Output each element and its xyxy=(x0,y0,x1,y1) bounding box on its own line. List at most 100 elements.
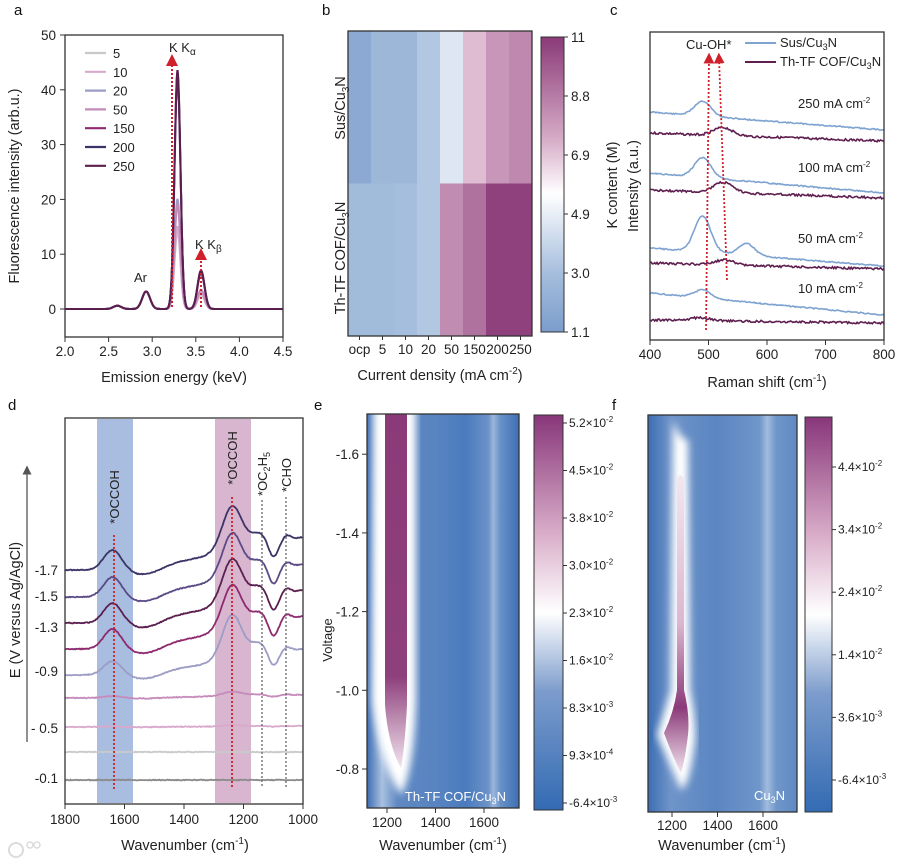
series-line-sus-3 xyxy=(650,288,884,316)
current-label-base: 10 mA cm xyxy=(798,281,856,296)
heatmap-cell-250 xyxy=(509,31,533,184)
colorbar-tick-label: 6.9 xyxy=(571,148,590,163)
x-tick-label: 1000 xyxy=(288,812,318,827)
colorbar-tick-label: 3.6×10-3 xyxy=(838,709,883,724)
oc2h5-label: *OC2H5 xyxy=(255,452,272,496)
colorbar-tick-label-exp: -2 xyxy=(606,415,614,424)
potential-label: -1.5 xyxy=(35,589,58,604)
series-line-sus-1 xyxy=(650,156,884,194)
colorbar-tick-label: 3.0 xyxy=(571,266,590,281)
panel-e-frame xyxy=(366,413,520,809)
colorbar-tick-label-exp: -2 xyxy=(606,558,614,567)
colorbar-tick-label-base: 2.3×10 xyxy=(569,606,606,620)
colorbar-tick-label: 5.2×10-2 xyxy=(569,415,614,430)
heatmap-cell-200 xyxy=(486,31,510,184)
colorbar-tick-label-exp: -2 xyxy=(606,510,614,519)
series-line-5 xyxy=(65,690,303,700)
series-line-4 xyxy=(65,614,303,680)
colorbar-tick-label-base: 1.4×10 xyxy=(838,648,875,662)
panel-b-colorbar xyxy=(540,36,565,333)
x-tick-label: 400 xyxy=(639,347,662,362)
series-line-0 xyxy=(65,505,303,576)
x-tick-label: 2.5 xyxy=(99,344,118,359)
panel-e-ylabel: Voltage xyxy=(320,618,335,661)
legend-label-200: 200 xyxy=(113,140,135,155)
panel-e-contour-map: Th-TF COF/Cu3N 1200 1400 1600 -1.6 -1.4 -1.2 -… xyxy=(320,413,618,854)
series-line-cof-0 xyxy=(650,125,884,143)
colorbar-tick-label-base: 2.4×10 xyxy=(838,585,875,599)
heatmap-cell-10 xyxy=(394,183,418,336)
heatmap-cell-250 xyxy=(509,183,533,336)
panel-letter-a: a xyxy=(14,2,23,19)
colorbar-tick-label-exp: -4 xyxy=(606,748,614,757)
potential-label: -0.9 xyxy=(35,664,58,679)
y-tick-label: 30 xyxy=(41,138,56,153)
hotspot-1240 xyxy=(385,414,407,768)
potential-label: -1.7 xyxy=(35,563,58,578)
sample-label-e: Th-TF COF/Cu3N xyxy=(405,789,506,806)
panel-b-heatmap: ocp 5 10 20 50 150 200 250 11 8.8 6.9 4.9 3.0 1.1 Su… xyxy=(333,30,621,384)
colorbar-tick-label-base: 3.0×10 xyxy=(569,559,606,573)
current-label-base: 50 mA cm xyxy=(798,231,856,246)
colorbar-tick-label: -6.4×10-3 xyxy=(569,795,618,810)
colorbar-tick-label-base: 3.4×10 xyxy=(838,523,875,537)
series-line-cof-2 xyxy=(650,258,884,272)
panel-d-xlabel: Wavenumber (cm-1) xyxy=(121,836,249,854)
series-line-2 xyxy=(65,557,303,629)
panel-e-map xyxy=(367,414,519,808)
y-tick-label: 40 xyxy=(41,83,56,98)
y-tick-label: -1.0 xyxy=(336,683,359,698)
colorbar-tick-label-exp: -2 xyxy=(606,653,614,662)
colorbar-tick-label-exp: -2 xyxy=(875,522,883,531)
series-line-3 xyxy=(65,583,303,655)
legend-label-50: 50 xyxy=(113,102,127,117)
occoh-label-1: *OCCOH xyxy=(107,470,122,523)
colorbar-tick-label: 9.3×10-4 xyxy=(569,748,614,763)
x-tick-label: 4.5 xyxy=(274,344,293,359)
colorbar-tick-label: 1.4×10-2 xyxy=(838,647,883,662)
heatmap-cell-ocp xyxy=(348,183,372,336)
x-tick-label: 20 xyxy=(421,342,436,357)
panel-c-ylabel: Intensity (a.u.) xyxy=(626,140,642,232)
colorbar-label: K content (M) xyxy=(605,141,621,228)
panel-f-contour-map: Cu3N 1200 1400 1600 4.4×10-23.4×10-22.4×10… xyxy=(647,414,887,854)
colorbar-tick-label-base: 1.6×10 xyxy=(569,654,606,668)
x-tick-label: 500 xyxy=(697,347,720,362)
series-line-6 xyxy=(65,723,303,729)
panel-f-colorbar xyxy=(804,416,833,813)
x-tick-label: 4.0 xyxy=(230,344,249,359)
colorbar-tick-label-exp: -2 xyxy=(875,459,883,468)
panel-e-colorbar xyxy=(533,414,564,811)
legend-label-250: 250 xyxy=(113,159,135,174)
current-label-exp: -2 xyxy=(863,96,871,105)
heatmap-cell-ocp xyxy=(348,31,372,184)
x-tick-label: 1400 xyxy=(420,815,450,830)
colorbar-tick-label: 1.6×10-2 xyxy=(569,653,614,668)
colorbar-tick-label: 11 xyxy=(571,30,585,45)
y-tick-label: 0 xyxy=(48,302,56,317)
series-line-cof-3 xyxy=(650,315,884,326)
x-tick-label: 1400 xyxy=(702,818,732,833)
colorbar-tick-label-base: 4.4×10 xyxy=(838,460,875,474)
x-tick-label: 800 xyxy=(873,347,896,362)
cu-oh-marker-1 xyxy=(703,52,715,331)
potential-label: -0.1 xyxy=(35,771,58,786)
colorbar-tick-label-exp: -2 xyxy=(606,463,614,472)
panel-letter-e: e xyxy=(314,397,322,414)
y-tick-label: -1.6 xyxy=(336,447,359,462)
panel-d-ftir-chart: *OCCOH *OCCOH *OC2H5 *CHO 1800 1600 1400 12… xyxy=(8,417,318,858)
heatmap-cell-200 xyxy=(486,183,510,336)
panel-c-ticks: 400 500 600 700 800 xyxy=(639,340,896,362)
panel-b-ticks: ocp 5 10 20 50 150 200 250 xyxy=(349,336,532,357)
panel-b-cells xyxy=(348,31,533,336)
ka-label: K Kα xyxy=(169,40,196,58)
x-tick-label: 2.0 xyxy=(56,344,75,359)
x-tick-label: 200 xyxy=(486,342,509,357)
series-line-7 xyxy=(65,750,303,754)
x-tick-label: 1200 xyxy=(657,818,687,833)
heatmap-cell-150 xyxy=(463,31,487,184)
series-line-cof-1 xyxy=(650,180,884,200)
current-label: 100 mA cm-2 xyxy=(798,160,871,175)
